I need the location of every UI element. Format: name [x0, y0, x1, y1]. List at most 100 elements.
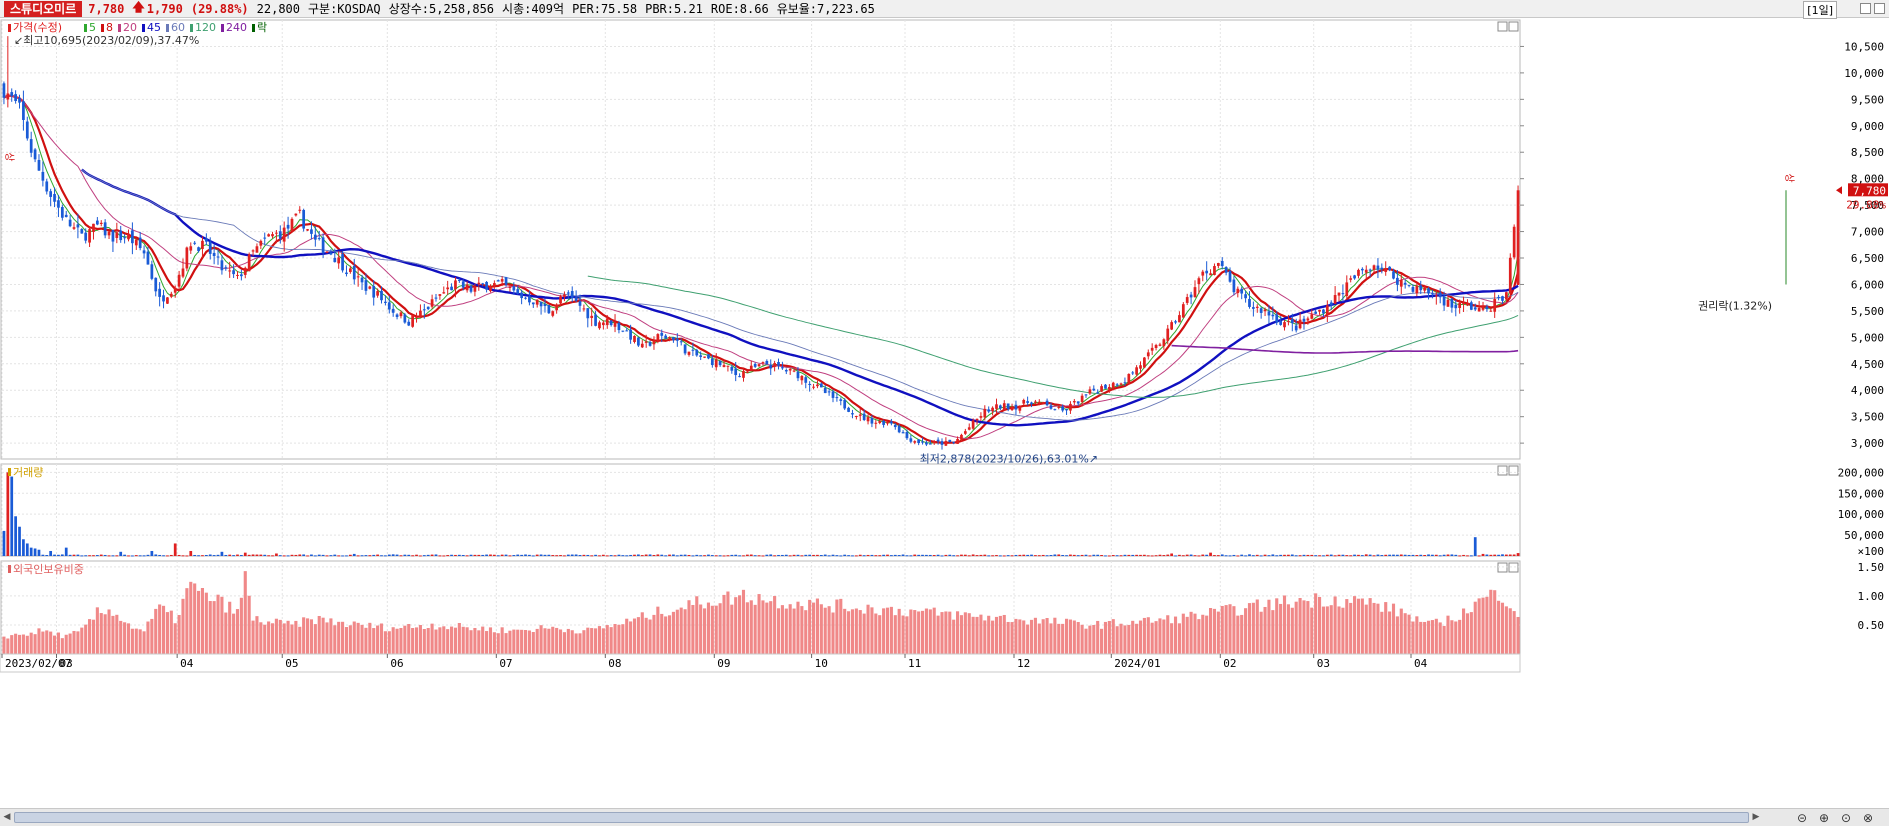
- volume-bar: [851, 555, 854, 557]
- legend-label-락: 락: [257, 21, 267, 34]
- candle-body: [987, 409, 991, 412]
- volume-bar: [1360, 555, 1364, 557]
- foreign-ownership-bar: [1286, 604, 1290, 654]
- foreign-ownership-bar: [983, 620, 987, 654]
- volume-bar: [586, 554, 590, 556]
- volume-bar: [1302, 554, 1306, 556]
- panel-close-button[interactable]: [1508, 562, 1519, 573]
- volume-bar: [598, 555, 601, 557]
- volume-bar: [80, 555, 84, 557]
- price-tick-label: 6,500: [1851, 252, 1884, 265]
- candle-body: [391, 308, 395, 313]
- volume-bar: [473, 554, 477, 556]
- candle-body: [364, 280, 368, 291]
- zoom-in-icon[interactable]: ⊕: [1818, 811, 1829, 825]
- scrollbar-thumb[interactable]: [14, 812, 1749, 823]
- foreign-ownership-bar: [1442, 625, 1446, 654]
- candle-body: [263, 237, 267, 239]
- panel-close-button[interactable]: [1508, 21, 1519, 32]
- foreign-ownership-bar: [216, 594, 220, 654]
- candle-body: [1415, 285, 1419, 294]
- candle-body: [707, 354, 710, 359]
- candle-body: [555, 304, 559, 311]
- candle-body: [1197, 278, 1201, 285]
- minimize-button[interactable]: [1860, 3, 1871, 14]
- candle-body: [134, 239, 138, 246]
- candle-body: [784, 370, 788, 372]
- candle-body: [1127, 373, 1131, 384]
- candle-body: [1096, 392, 1100, 394]
- volume-bar: [629, 554, 632, 556]
- volume-panel[interactable]: [0, 463, 1521, 557]
- panel-maximize-button[interactable]: [1497, 562, 1508, 573]
- foreign-ownership-bar: [913, 610, 917, 654]
- foreign-ownership-bar: [1333, 596, 1337, 654]
- foreign-ownership-bar: [1119, 623, 1123, 654]
- scroll-right-icon[interactable]: ▶: [1752, 812, 1760, 822]
- panel-maximize-button[interactable]: [1497, 21, 1508, 32]
- panel-close-button[interactable]: [1508, 465, 1519, 476]
- candle-body: [835, 397, 839, 399]
- candle-body: [1166, 328, 1170, 341]
- volume-bar: [1411, 554, 1415, 556]
- candle-body: [854, 415, 858, 417]
- candle-body: [1189, 294, 1193, 298]
- zoom-out-icon[interactable]: ⊝: [1796, 811, 1807, 825]
- chart-scrollbar[interactable]: ◀ ▶ ⊝ ⊕ ⊙ ⊗: [0, 808, 1889, 826]
- foreign-ownership-bar: [126, 623, 131, 654]
- volume-bar: [831, 554, 835, 556]
- candle-body: [1290, 319, 1294, 324]
- foreign-ownership-bar: [1255, 599, 1259, 654]
- foreign-ownership-bar: [1485, 596, 1489, 654]
- stock-chart[interactable]: 3,000 3,500 4,000 4,500 5,000 5,500 6,000 6,500…: [0, 18, 1889, 808]
- volume-bar: [220, 551, 224, 556]
- foreign-ownership-bar: [932, 607, 936, 654]
- foreign-ownership-bar: [438, 627, 442, 654]
- foreign-ownership-bar: [648, 619, 652, 654]
- candle-body: [1080, 395, 1084, 403]
- scroll-left-icon[interactable]: ◀: [3, 812, 11, 822]
- x-tick-label: 09: [717, 657, 730, 670]
- foreign-ownership-bar: [1279, 603, 1283, 654]
- candle-body: [286, 224, 290, 229]
- foreign-ownership-bar: [1146, 617, 1150, 654]
- volume-bar: [909, 555, 913, 557]
- candle-body: [1466, 303, 1469, 306]
- foreign-ownership-bar: [465, 627, 469, 654]
- foreign-ownership-bar: [123, 622, 127, 654]
- price-panel[interactable]: [0, 19, 1521, 460]
- zoom-reset-icon[interactable]: ⊗: [1862, 811, 1873, 825]
- foreign-ownership-bar: [255, 616, 259, 654]
- foreign-ownership-bar: [979, 614, 983, 654]
- candle-body: [714, 359, 718, 368]
- panel-maximize-button[interactable]: [1497, 465, 1508, 476]
- foreign-ownership-bar: [376, 625, 380, 654]
- volume-bar: [271, 555, 274, 557]
- candle-body: [1111, 382, 1115, 389]
- candle-body: [742, 371, 745, 378]
- foreign-ownership-bar: [520, 629, 524, 654]
- candle-body: [1143, 357, 1146, 368]
- foreign-ownership-bar: [1337, 606, 1341, 654]
- volume-bar: [1065, 555, 1068, 557]
- close-button[interactable]: [1874, 3, 1885, 14]
- candle-body: [668, 337, 671, 339]
- candle-body: [948, 439, 952, 443]
- foreign-ownership-bar: [1220, 605, 1224, 654]
- volume-bar: [1135, 554, 1138, 556]
- volume-bar: [115, 555, 119, 557]
- volume-bar: [1030, 554, 1033, 556]
- period-selector[interactable]: [1일]: [1803, 1, 1837, 19]
- candle-body: [886, 421, 889, 424]
- foreign-ownership-bar: [1041, 619, 1045, 654]
- foreign-ownership-bar: [1236, 615, 1240, 654]
- zoom-fit-icon[interactable]: ⊙: [1840, 811, 1851, 825]
- foreign-ownership-bar: [1310, 607, 1314, 654]
- foreign-ownership-bar: [169, 610, 173, 654]
- volume-bar: [967, 555, 971, 557]
- volume-bar: [944, 554, 948, 556]
- volume-bar: [601, 554, 605, 556]
- volume-bar: [640, 555, 644, 557]
- stock-name[interactable]: 스튜디오미르: [4, 0, 83, 17]
- candle-body: [282, 227, 286, 242]
